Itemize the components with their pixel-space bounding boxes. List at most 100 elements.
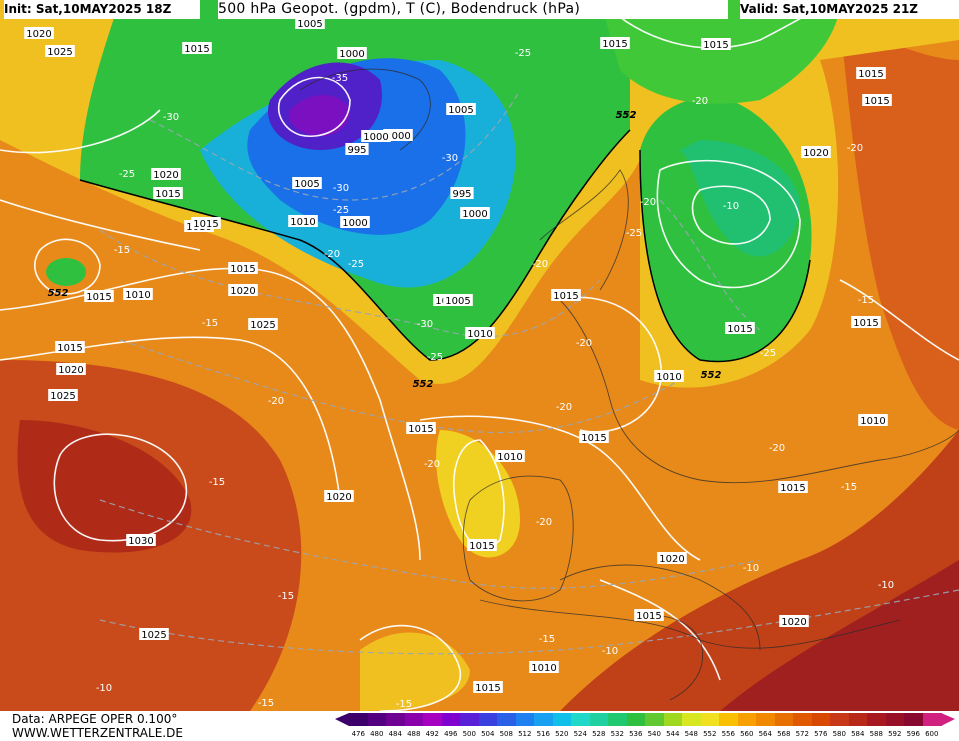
scale-swatch bbox=[386, 713, 405, 726]
pressure-label: 1025 bbox=[248, 318, 278, 331]
temperature-label: -15 bbox=[396, 699, 412, 710]
pressure-label-box bbox=[191, 217, 221, 229]
temperature-label: -25 bbox=[515, 48, 531, 59]
pressure-label-box bbox=[324, 490, 354, 502]
height-label: 552 bbox=[48, 288, 69, 299]
pressure-label-text: 1010 bbox=[290, 217, 315, 228]
pressure-label-text: 1015 bbox=[581, 433, 606, 444]
scale-tick-label: 520 bbox=[555, 730, 569, 738]
pressure-label-box bbox=[24, 27, 54, 39]
temperature-label: -20 bbox=[769, 443, 785, 454]
pressure-label: 1005 bbox=[295, 17, 325, 30]
pressure-label-box bbox=[139, 628, 169, 640]
scale-tick-label: 552 bbox=[703, 730, 717, 738]
pressure-label-text: 1020 bbox=[659, 554, 684, 565]
temperature-label: -10 bbox=[723, 201, 739, 212]
pressure-label: 1010 bbox=[495, 450, 525, 463]
pressure-label: 1025 bbox=[45, 45, 75, 58]
isotherms bbox=[99, 89, 959, 655]
height-label-text: 552 bbox=[616, 110, 637, 121]
temperature-label-text: -10 bbox=[743, 563, 759, 574]
scale-tick-label: 572 bbox=[795, 730, 809, 738]
scale-swatch bbox=[885, 713, 905, 726]
pressure-label: 1010 bbox=[858, 414, 888, 427]
pressure-label-box bbox=[84, 290, 114, 302]
pressure-label-text: 1025 bbox=[47, 47, 72, 58]
pressure-label-text: 1010 bbox=[467, 329, 492, 340]
scale-swatch bbox=[848, 713, 868, 726]
scale-tick-label: 480 bbox=[370, 730, 384, 738]
scale-swatch bbox=[571, 713, 590, 726]
pressure-label-box bbox=[851, 316, 881, 328]
scale-tick-label: 556 bbox=[721, 730, 735, 738]
data-source-label: Data: ARPEGE OPER 0.100° bbox=[12, 712, 178, 726]
pressure-label-text: 1015 bbox=[853, 318, 878, 329]
scale-tick-label: 500 bbox=[462, 730, 476, 738]
scale-tick-label: 496 bbox=[444, 730, 458, 738]
scale-swatch bbox=[367, 713, 387, 726]
scale-tick-label: 564 bbox=[758, 730, 772, 738]
pressure-label-box bbox=[450, 187, 474, 199]
scale-tick-label: 544 bbox=[666, 730, 680, 738]
pressure-label-box bbox=[654, 370, 684, 382]
scale-tick-label: 584 bbox=[851, 730, 865, 738]
pressure-label-text: 1020 bbox=[58, 365, 83, 376]
temperature-label-text: -20 bbox=[268, 396, 284, 407]
scale-swatch bbox=[663, 713, 683, 726]
pressure-label-box bbox=[862, 94, 892, 106]
scale-tick-label: 540 bbox=[647, 730, 661, 738]
pressure-label-box bbox=[446, 103, 476, 115]
temperature-label: -25 bbox=[427, 352, 443, 363]
temperature-label: -20 bbox=[576, 338, 592, 349]
scale-tick-label: 580 bbox=[832, 730, 846, 738]
scale-tick-label: 476 bbox=[351, 730, 365, 738]
scale-swatch bbox=[589, 713, 609, 726]
temperature-label-text: -15 bbox=[202, 318, 218, 329]
pressure-label-box bbox=[295, 17, 325, 29]
pressure-label: 995 bbox=[345, 143, 369, 156]
scale-swatch bbox=[478, 713, 498, 726]
pressure-label-text: 1010 bbox=[125, 290, 150, 301]
temperature-label-text: -25 bbox=[427, 352, 443, 363]
scale-tick-label: 536 bbox=[629, 730, 643, 738]
pressure-label-text: 1020 bbox=[153, 170, 178, 181]
website-label: WWW.WETTERZENTRALE.DE bbox=[12, 726, 183, 740]
geopotential-map: 1005100010001005995100010051005101010101… bbox=[0, 0, 959, 711]
scale-swatch bbox=[423, 713, 442, 726]
pressure-label: 1000 bbox=[460, 207, 490, 220]
scale-swatch bbox=[774, 713, 794, 726]
scale-swatch bbox=[682, 713, 701, 726]
temperature-label-text: -30 bbox=[442, 153, 458, 164]
pressure-label: 1015 bbox=[84, 290, 114, 303]
pressure-label-box bbox=[292, 177, 322, 189]
pressure-label-text: 1020 bbox=[781, 617, 806, 628]
temperature-label: -10 bbox=[878, 580, 894, 591]
pressure-label-box bbox=[634, 609, 664, 621]
pressure-label-box bbox=[248, 318, 278, 330]
pressure-label: 1010 bbox=[529, 661, 559, 674]
temperature-label: -25 bbox=[626, 228, 642, 239]
pressure-label-box bbox=[123, 288, 153, 300]
temperature-label-text: -20 bbox=[424, 459, 440, 470]
temperature-label: -30 bbox=[163, 112, 179, 123]
pressure-label: 1015 bbox=[551, 289, 581, 302]
pressure-label-box bbox=[45, 45, 75, 57]
temperature-label: -15 bbox=[841, 482, 857, 493]
pressure-label-text: 1000 bbox=[462, 209, 487, 220]
pressure-label: 1005 bbox=[446, 103, 476, 116]
pressure-label: 1010 bbox=[654, 370, 684, 383]
scale-left-arrow bbox=[335, 713, 349, 726]
pressure-label-text: 1025 bbox=[250, 320, 275, 331]
temperature-label-text: -20 bbox=[536, 517, 552, 528]
temperature-label: -30 bbox=[442, 153, 458, 164]
pressure-label-text: 1015 bbox=[858, 69, 883, 80]
temperature-label: -20 bbox=[536, 517, 552, 528]
pressure-label: 1000 bbox=[337, 47, 367, 60]
pressure-label-text: 1015 bbox=[636, 611, 661, 622]
pressure-label-text: 1000 bbox=[342, 218, 367, 229]
isobars bbox=[0, 0, 959, 711]
temperature-label: -30 bbox=[333, 183, 349, 194]
pressure-label-box bbox=[858, 414, 888, 426]
pressure-label-box bbox=[56, 363, 86, 375]
pressure-label: 1020 bbox=[228, 284, 258, 297]
